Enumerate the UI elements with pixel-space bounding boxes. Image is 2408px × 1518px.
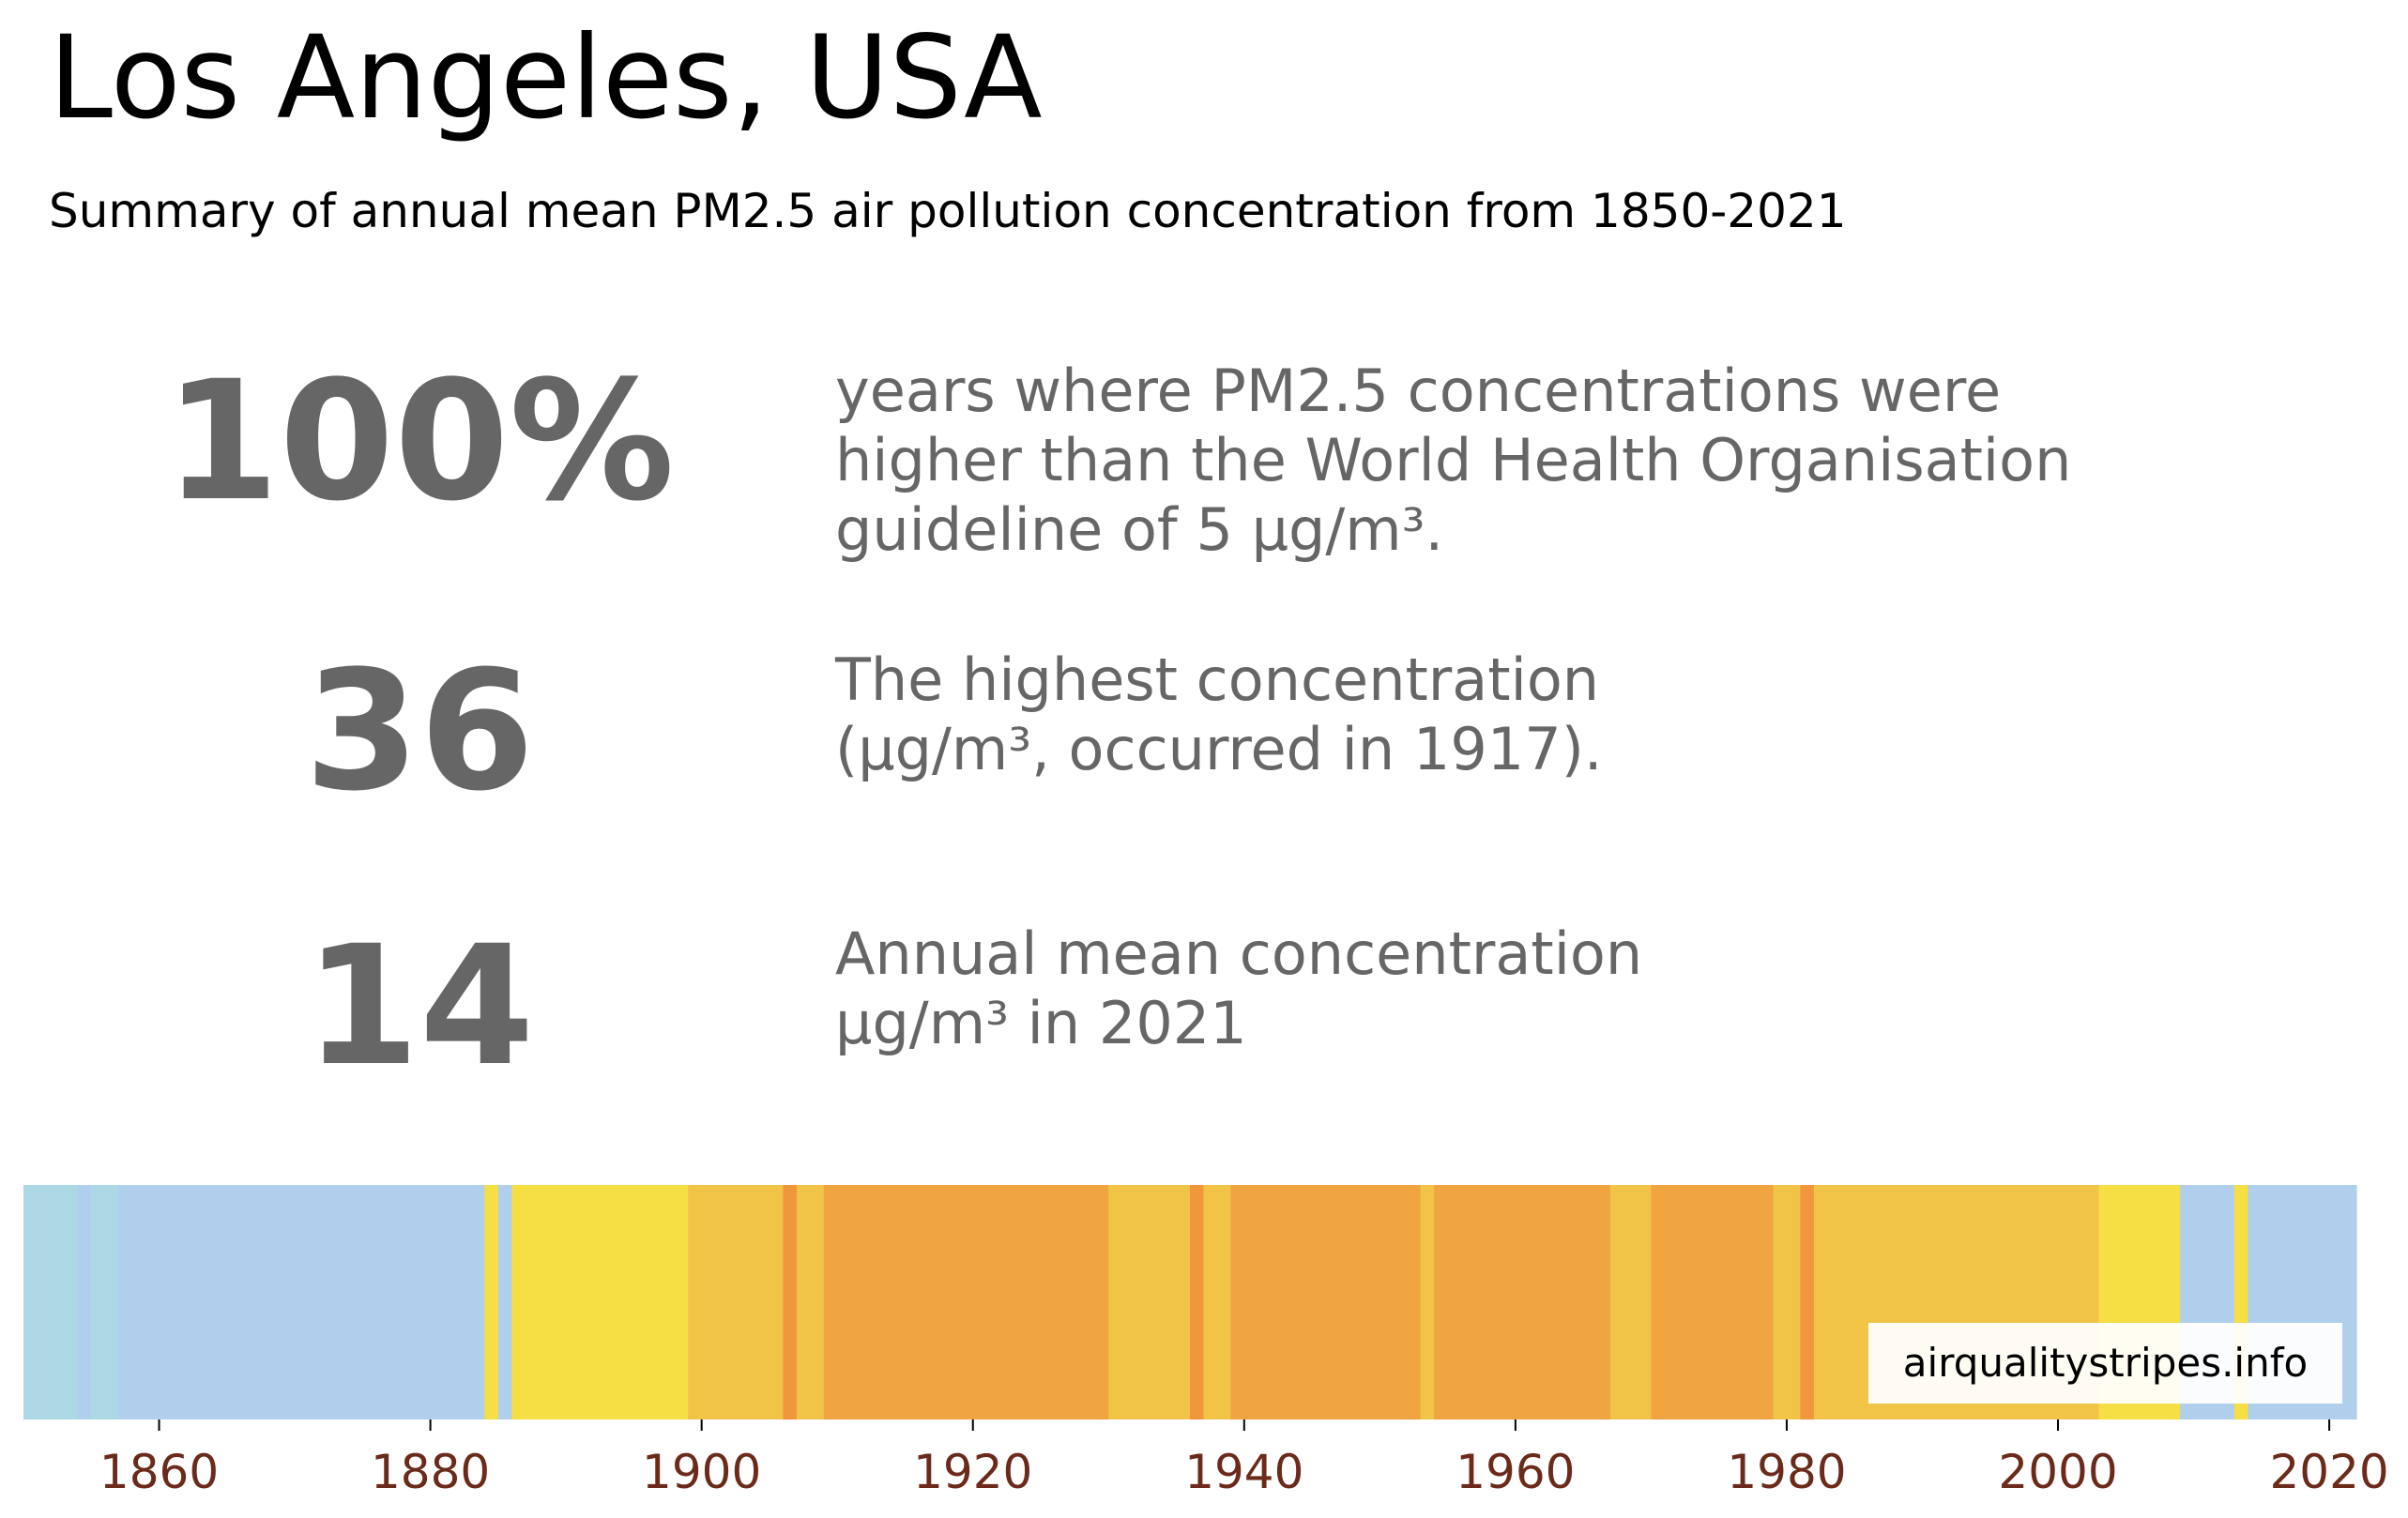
stat-description-line: higher than the World Health Organisatio… (835, 426, 2072, 494)
stripe-1906-1907 (783, 1185, 798, 1419)
stat-description-years-above-guideline: years where PM2.5 concentrations were hi… (835, 357, 2071, 565)
x-tick-label: 1920 (913, 1445, 1032, 1499)
x-axis-ticks: 1860 1880 1900 1920 1940 1960 1980 2000 2020 (99, 1419, 2389, 1499)
stripe-1854-1855 (77, 1185, 92, 1419)
x-tick-label: 1860 (99, 1445, 219, 1499)
x-tick-label: 2020 (2269, 1445, 2388, 1499)
x-tick-label: 1900 (642, 1445, 761, 1499)
stripe-1850-1854 (23, 1185, 79, 1419)
stat-description-line: The highest concentration (835, 645, 1600, 714)
stat-description-line: (μg/m³, occurred in 1917). (835, 715, 1603, 783)
x-tick-label: 1960 (1455, 1445, 1575, 1499)
stripe-1857-1884 (118, 1185, 486, 1419)
stripe-1953-1954 (1420, 1185, 1435, 1419)
stat-description-line: Annual mean concentration (835, 919, 1643, 988)
stat-description-line: μg/m³ in 2021 (835, 989, 1247, 1057)
x-tick-label: 2000 (1998, 1445, 2117, 1499)
stripe-1970-1979 (1651, 1185, 1775, 1419)
stripe-1937-1939 (1203, 1185, 1231, 1419)
stripe-1885-1886 (497, 1185, 512, 1419)
stat-value-highest-concentration: 36 (304, 635, 535, 827)
page-title: Los Angeles, USA (49, 11, 1043, 144)
x-tick-label: 1940 (1184, 1445, 1303, 1499)
stripe-1954-1967 (1434, 1185, 1611, 1419)
stripe-1909-1930 (823, 1185, 1109, 1419)
stripe-1884-1885 (484, 1185, 499, 1419)
stripe-1967-1970 (1610, 1185, 1653, 1419)
stripe-1899-1906 (688, 1185, 784, 1419)
stripe-1886-1899 (511, 1185, 689, 1419)
stripe-1855-1857 (91, 1185, 119, 1419)
x-tick-label: 1980 (1727, 1445, 1846, 1499)
source-label: airqualitystripes.info (1868, 1323, 2342, 1404)
stat-description-line: guideline of 5 μg/m³. (835, 495, 1444, 564)
stat-description-annual-mean: Annual mean concentration μg/m³ in 2021 (835, 919, 1642, 1058)
stripe-1936-1937 (1190, 1185, 1205, 1419)
stat-description-line: years where PM2.5 concentrations were (835, 357, 2002, 425)
page-subtitle: Summary of annual mean PM2.5 air polluti… (49, 184, 1847, 238)
stripe-1907-1909 (796, 1185, 825, 1419)
x-tick-label: 1880 (371, 1445, 490, 1499)
stat-description-highest-concentration: The highest concentration (μg/m³, occurr… (835, 645, 1603, 784)
stat-value-years-above-guideline: 100% (164, 345, 675, 538)
stripe-1981-1982 (1800, 1185, 1815, 1419)
stripe-1979-1981 (1773, 1185, 1802, 1419)
stripe-1939-1953 (1230, 1185, 1422, 1419)
stat-value-annual-mean: 14 (304, 910, 535, 1102)
stripe-1930-1936 (1108, 1185, 1191, 1419)
